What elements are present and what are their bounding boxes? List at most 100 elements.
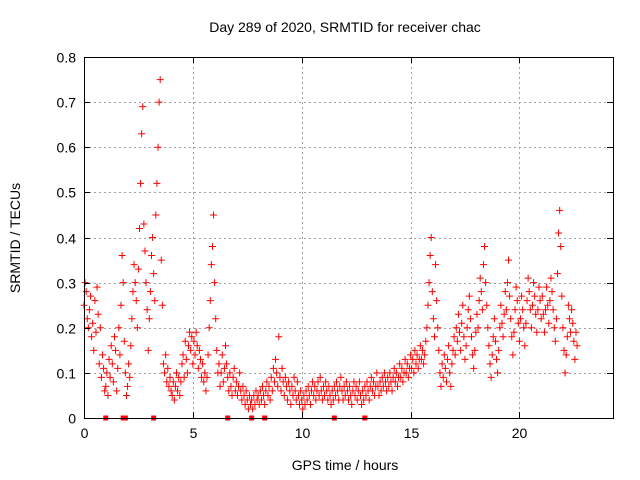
data-point [322, 378, 330, 386]
data-point [114, 364, 122, 372]
data-point [461, 355, 469, 363]
data-point [542, 306, 550, 314]
data-point [200, 378, 208, 386]
data-point [218, 351, 226, 359]
data-point [476, 274, 484, 282]
data-point [117, 301, 125, 309]
data-point [536, 297, 544, 305]
data-point [178, 360, 186, 368]
data-point [102, 382, 110, 390]
data-point [463, 324, 471, 332]
data-point [85, 306, 93, 314]
data-point [565, 315, 573, 323]
data-point [107, 342, 115, 350]
data-point [257, 396, 265, 404]
data-point [133, 324, 141, 332]
data-point [403, 360, 411, 368]
data-point [171, 382, 179, 390]
data-point [304, 382, 312, 390]
data-point [417, 355, 425, 363]
x-tick-label: 10 [295, 425, 311, 441]
data-point [170, 396, 178, 404]
data-point [429, 315, 437, 323]
data-point [314, 378, 322, 386]
data-point [236, 369, 244, 377]
data-point [509, 351, 517, 359]
data-point [467, 333, 475, 341]
data-point [84, 324, 92, 332]
data-point [96, 324, 104, 332]
data-point [110, 333, 118, 341]
y-tick-label: 0.4 [57, 231, 77, 247]
data-point [156, 76, 164, 84]
data-point [572, 328, 580, 336]
data-point [388, 387, 396, 395]
data-point [161, 369, 169, 377]
data-point [423, 324, 431, 332]
data-point [430, 333, 438, 341]
data-point [99, 351, 107, 359]
data-point [106, 373, 114, 381]
data-point [183, 369, 191, 377]
data-point [391, 378, 399, 386]
data-point [523, 297, 531, 305]
data-point [157, 256, 165, 264]
data-point [208, 243, 216, 251]
data-point [495, 346, 503, 354]
data-point [432, 261, 440, 269]
data-point [516, 315, 524, 323]
data-point [497, 301, 505, 309]
data-point [524, 274, 532, 282]
data-point [561, 369, 569, 377]
data-point [273, 369, 281, 377]
data-point [337, 373, 345, 381]
data-point [213, 346, 221, 354]
data-point [121, 369, 129, 377]
data-point [270, 378, 278, 386]
x-tick-label: 15 [404, 425, 420, 441]
data-point [125, 360, 133, 368]
data-point [222, 342, 230, 350]
data-point [189, 360, 197, 368]
data-point [503, 279, 511, 287]
data-point [88, 333, 96, 341]
data-point [173, 369, 181, 377]
data-point [402, 369, 410, 377]
data-point [226, 369, 234, 377]
data-point [439, 373, 447, 381]
data-point [434, 324, 442, 332]
data-point [174, 387, 182, 395]
data-point [531, 292, 539, 300]
data-point [512, 283, 520, 291]
data-point [519, 306, 527, 314]
data-point [147, 252, 155, 260]
data-point [82, 288, 90, 296]
data-point [530, 279, 538, 287]
data-point [525, 288, 533, 296]
data-point [212, 315, 220, 323]
data-point [116, 351, 124, 359]
y-tick-label: 0.6 [57, 140, 77, 156]
data-point [493, 355, 501, 363]
data-point [442, 378, 450, 386]
data-point [346, 382, 354, 390]
data-point [558, 292, 566, 300]
data-point [412, 360, 420, 368]
data-point [488, 351, 496, 359]
data-point [134, 265, 142, 273]
data-point [478, 306, 486, 314]
data-point [353, 396, 361, 404]
data-point [115, 324, 123, 332]
data-point [413, 351, 421, 359]
data-point [562, 351, 570, 359]
data-point [540, 328, 548, 336]
data-point [552, 315, 560, 323]
data-point [158, 301, 166, 309]
data-point [128, 315, 136, 323]
data-point [277, 387, 285, 395]
data-point [141, 247, 149, 255]
data-point [217, 369, 225, 377]
data-point [571, 355, 579, 363]
data-point [373, 369, 381, 377]
data-point [272, 355, 280, 363]
